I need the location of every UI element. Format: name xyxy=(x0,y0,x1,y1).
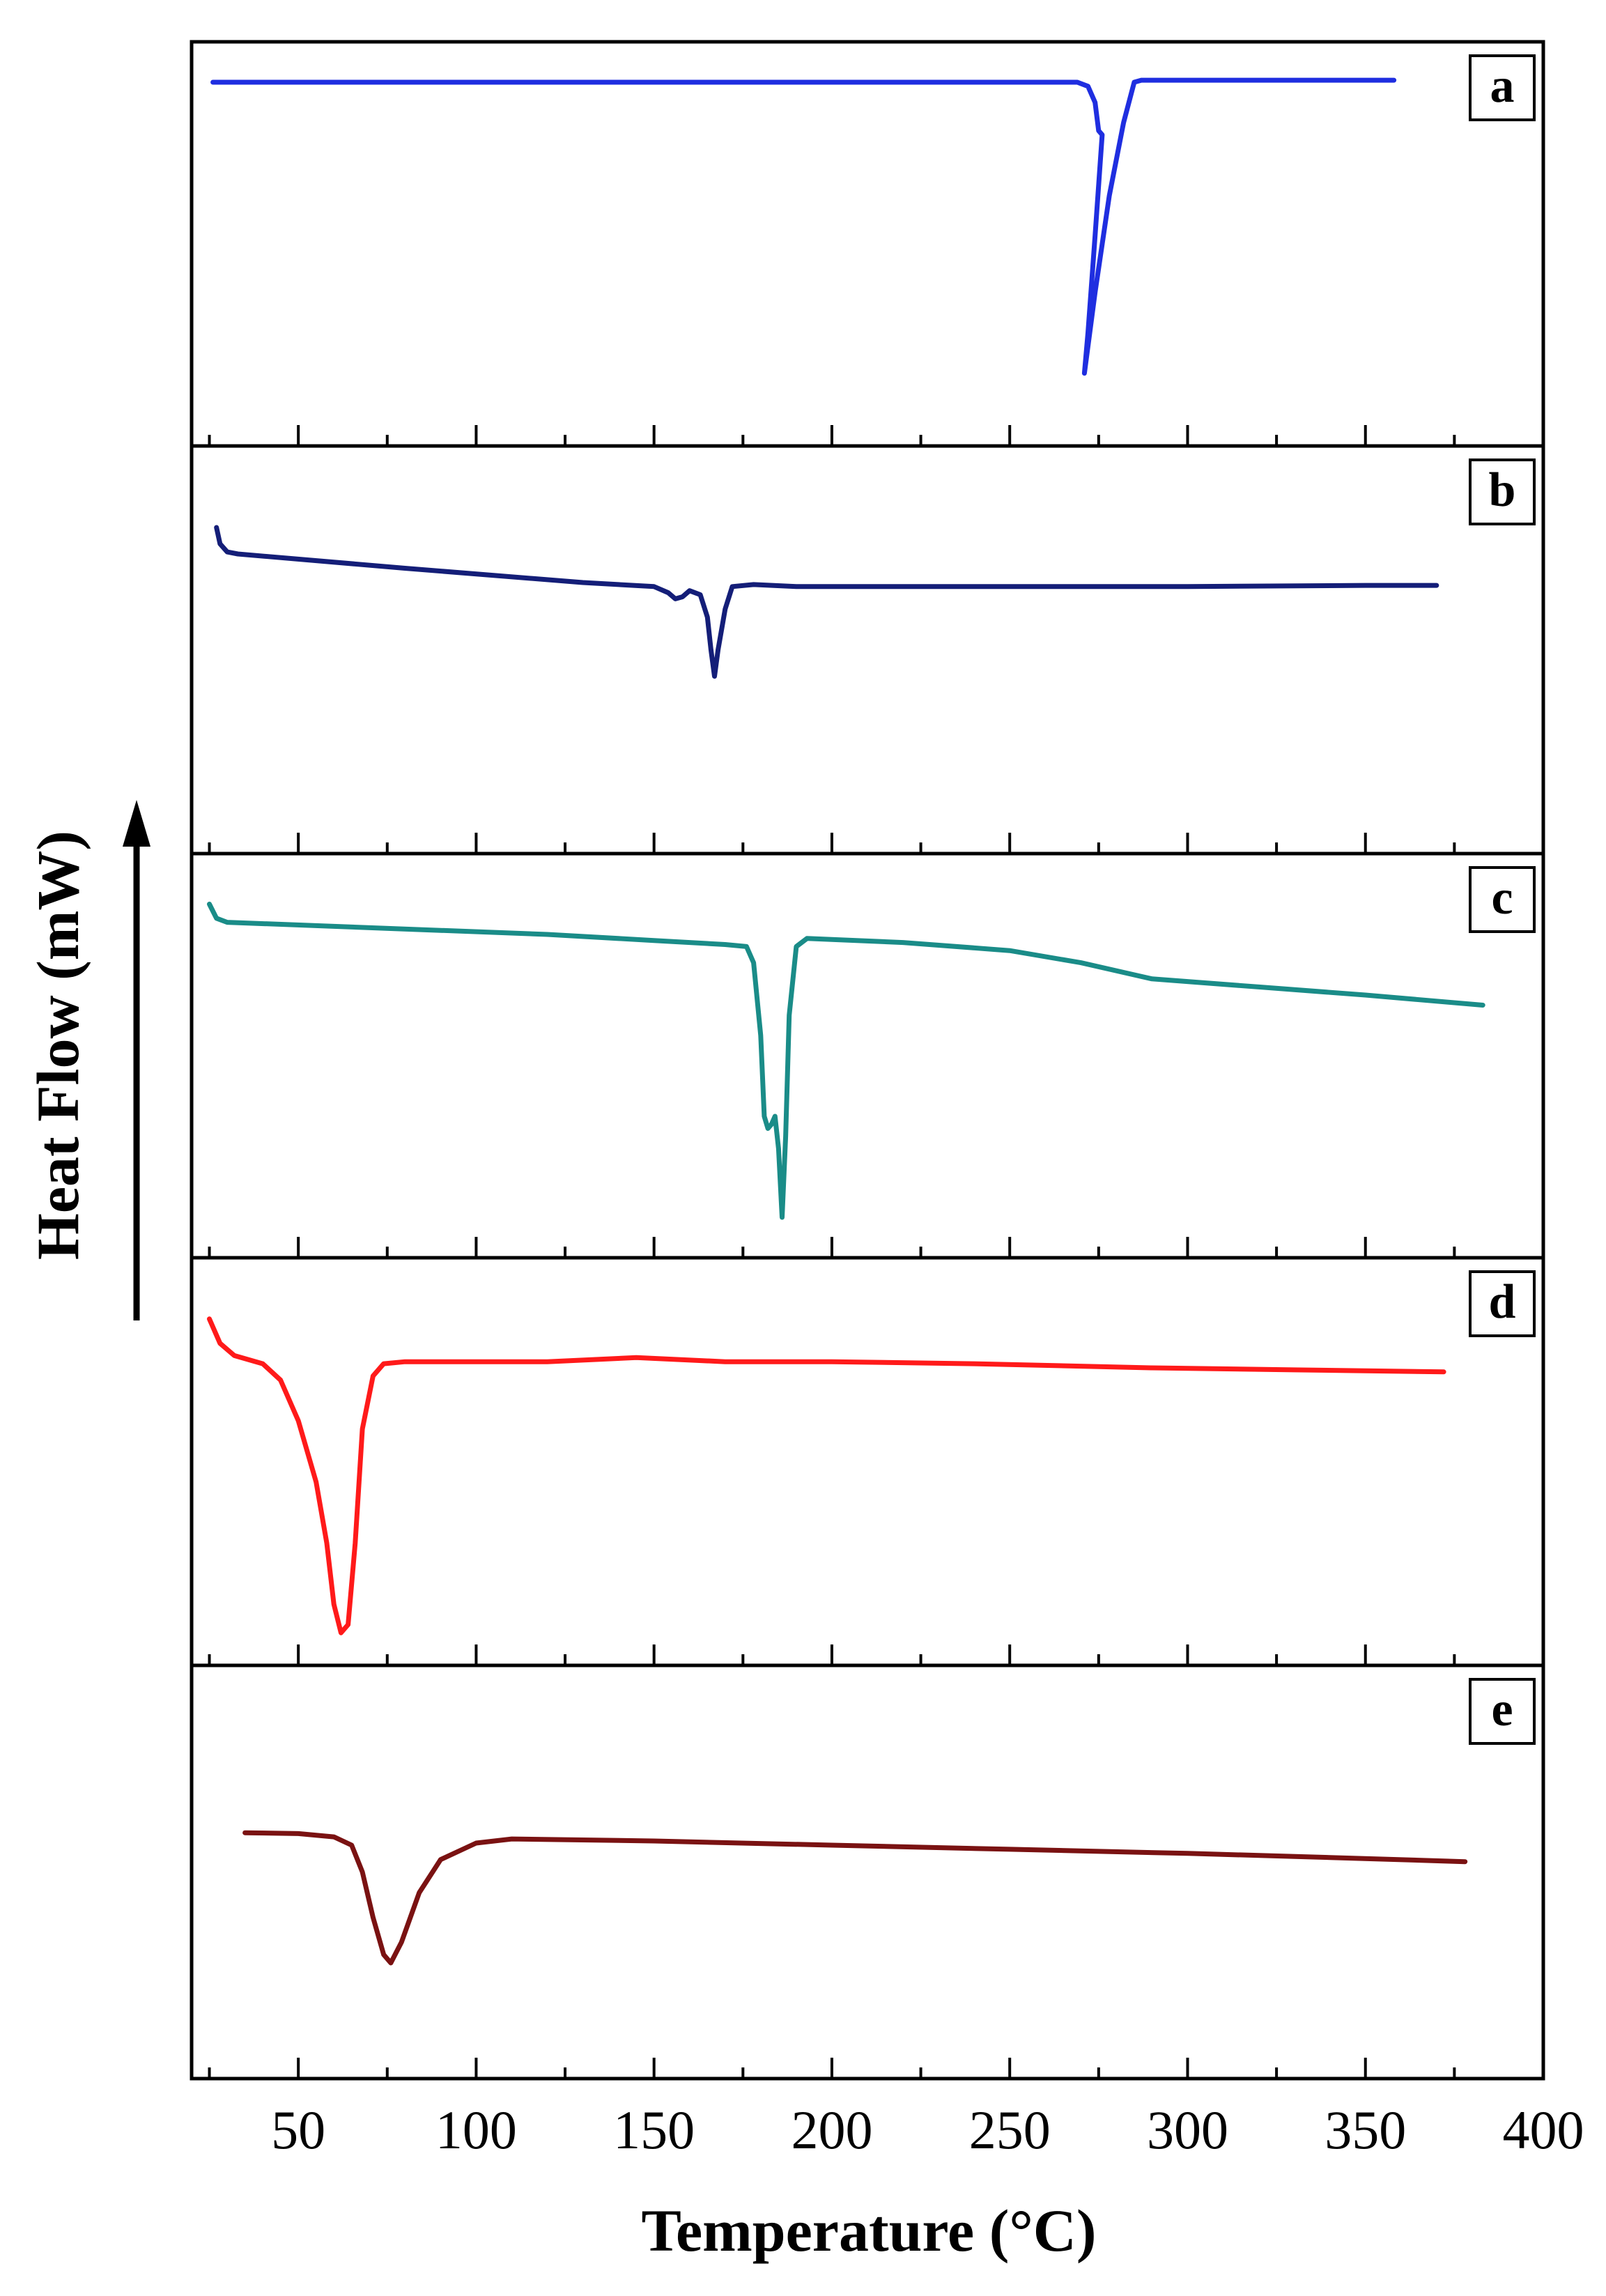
panel-label-box-b xyxy=(1469,459,1536,525)
heat-flow-arrow-head-icon xyxy=(123,800,150,847)
series-line-e xyxy=(242,1830,1468,1966)
panel-frame-b xyxy=(190,444,1545,856)
x-tick-label: 100 xyxy=(435,2099,517,2160)
x-axis-title: Temperature (°C) xyxy=(642,2197,1097,2264)
panel-frame-e xyxy=(190,1663,1545,2081)
x-tick-label: 200 xyxy=(791,2099,872,2160)
panel-label-b: b xyxy=(1489,463,1516,517)
panel-b: b xyxy=(190,444,1545,856)
x-tick-label: 250 xyxy=(969,2099,1051,2160)
y-axis-title: Heat Flow (mW) xyxy=(24,831,91,1260)
series-line-a xyxy=(210,77,1397,376)
heat-flow-arrow xyxy=(123,800,150,1320)
x-tick-labels: 50 100 150 200 250 300 350 400 xyxy=(271,2099,1584,2160)
x-tick-label: 50 xyxy=(271,2099,325,2160)
panels: a b c d e xyxy=(190,40,1545,2081)
x-tick-label: 300 xyxy=(1147,2099,1228,2160)
panel-frame-a xyxy=(190,40,1545,448)
series-line-b xyxy=(214,525,1439,679)
panel-label-box-e xyxy=(1469,1678,1536,1745)
panel-label-box-d xyxy=(1469,1270,1536,1337)
panel-e: e xyxy=(190,1663,1545,2081)
panel-label-c: c xyxy=(1491,871,1513,925)
panel-frame-d xyxy=(190,1256,1545,1667)
panel-c: c xyxy=(190,852,1545,1260)
x-tick-label: 350 xyxy=(1325,2099,1406,2160)
panel-a: a xyxy=(190,40,1545,448)
panel-d: d xyxy=(190,1256,1545,1667)
series-line-d xyxy=(207,1316,1446,1635)
panel-label-e: e xyxy=(1491,1683,1513,1736)
panel-frame-c xyxy=(190,852,1545,1260)
x-tick-label: 400 xyxy=(1503,2099,1584,2160)
panel-label-d: d xyxy=(1489,1275,1516,1329)
panel-label-a: a xyxy=(1490,59,1515,113)
panel-label-box-a xyxy=(1469,54,1536,121)
panel-label-box-c xyxy=(1469,866,1536,933)
x-tick-label: 150 xyxy=(613,2099,695,2160)
series-line-c xyxy=(207,902,1485,1220)
